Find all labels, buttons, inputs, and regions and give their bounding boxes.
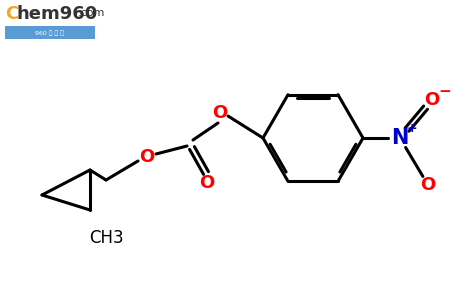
Text: O: O: [212, 104, 228, 122]
Bar: [5, 26, 95, 39]
Text: −: −: [438, 84, 451, 100]
Text: +: +: [407, 122, 417, 134]
Text: hem960: hem960: [16, 5, 97, 23]
Text: O: O: [200, 174, 215, 192]
Text: C: C: [5, 5, 18, 23]
Text: O: O: [424, 91, 439, 109]
Text: O: O: [420, 176, 436, 194]
Text: N: N: [392, 128, 409, 148]
Text: 960 化 工 网: 960 化 工 网: [36, 30, 64, 36]
Text: O: O: [139, 148, 155, 166]
Text: CH3: CH3: [89, 229, 123, 247]
Text: .com: .com: [78, 8, 105, 18]
